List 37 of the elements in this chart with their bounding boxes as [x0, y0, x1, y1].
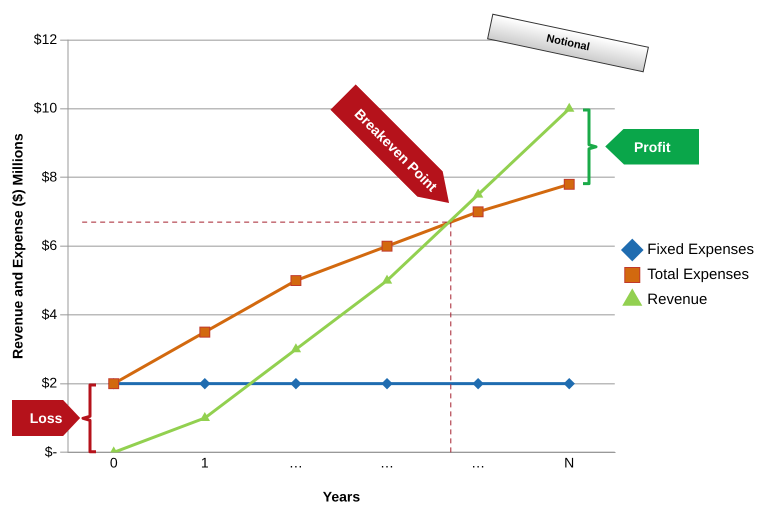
point — [199, 378, 210, 390]
x-axis-title: Years — [322, 488, 360, 504]
point — [382, 275, 392, 284]
point — [473, 189, 483, 198]
point — [290, 275, 302, 286]
y-tick-label: $- — [44, 443, 58, 460]
x-tick-label: … — [471, 454, 486, 471]
annotation: Notional — [545, 32, 591, 54]
x-tick-label: 0 — [110, 454, 118, 471]
point — [200, 412, 210, 422]
point — [382, 378, 393, 390]
y-tick-label: $4 — [42, 306, 58, 322]
point — [199, 326, 210, 338]
x-tick-label: 1 — [200, 454, 209, 471]
y-tick-label: $2 — [42, 374, 58, 391]
point — [564, 103, 574, 112]
arrow-callout: Loss — [12, 400, 80, 436]
legend-label: Fixed Expenses — [647, 241, 754, 258]
point — [564, 178, 575, 190]
y-axis-title: Revenue and Expense ($) Millions — [9, 133, 26, 360]
label-box: Notional — [487, 14, 649, 72]
arrow-callout: Profit — [605, 128, 700, 165]
y-tick-label: $12 — [34, 30, 58, 47]
point — [564, 378, 575, 390]
y-tick-label: $6 — [42, 237, 58, 254]
point — [291, 344, 301, 352]
legend-label: Revenue — [647, 291, 708, 308]
point — [472, 378, 484, 390]
y-tick-label: $10 — [34, 100, 58, 116]
point — [290, 378, 302, 390]
x-tick-label: … — [380, 454, 394, 471]
point — [472, 206, 484, 218]
x-tick-label: N — [564, 454, 574, 471]
x-tick-label: … — [288, 454, 303, 471]
legend-label: Total Expenses — [647, 266, 750, 284]
y-tick-label: $8 — [42, 168, 58, 184]
point — [382, 240, 392, 252]
